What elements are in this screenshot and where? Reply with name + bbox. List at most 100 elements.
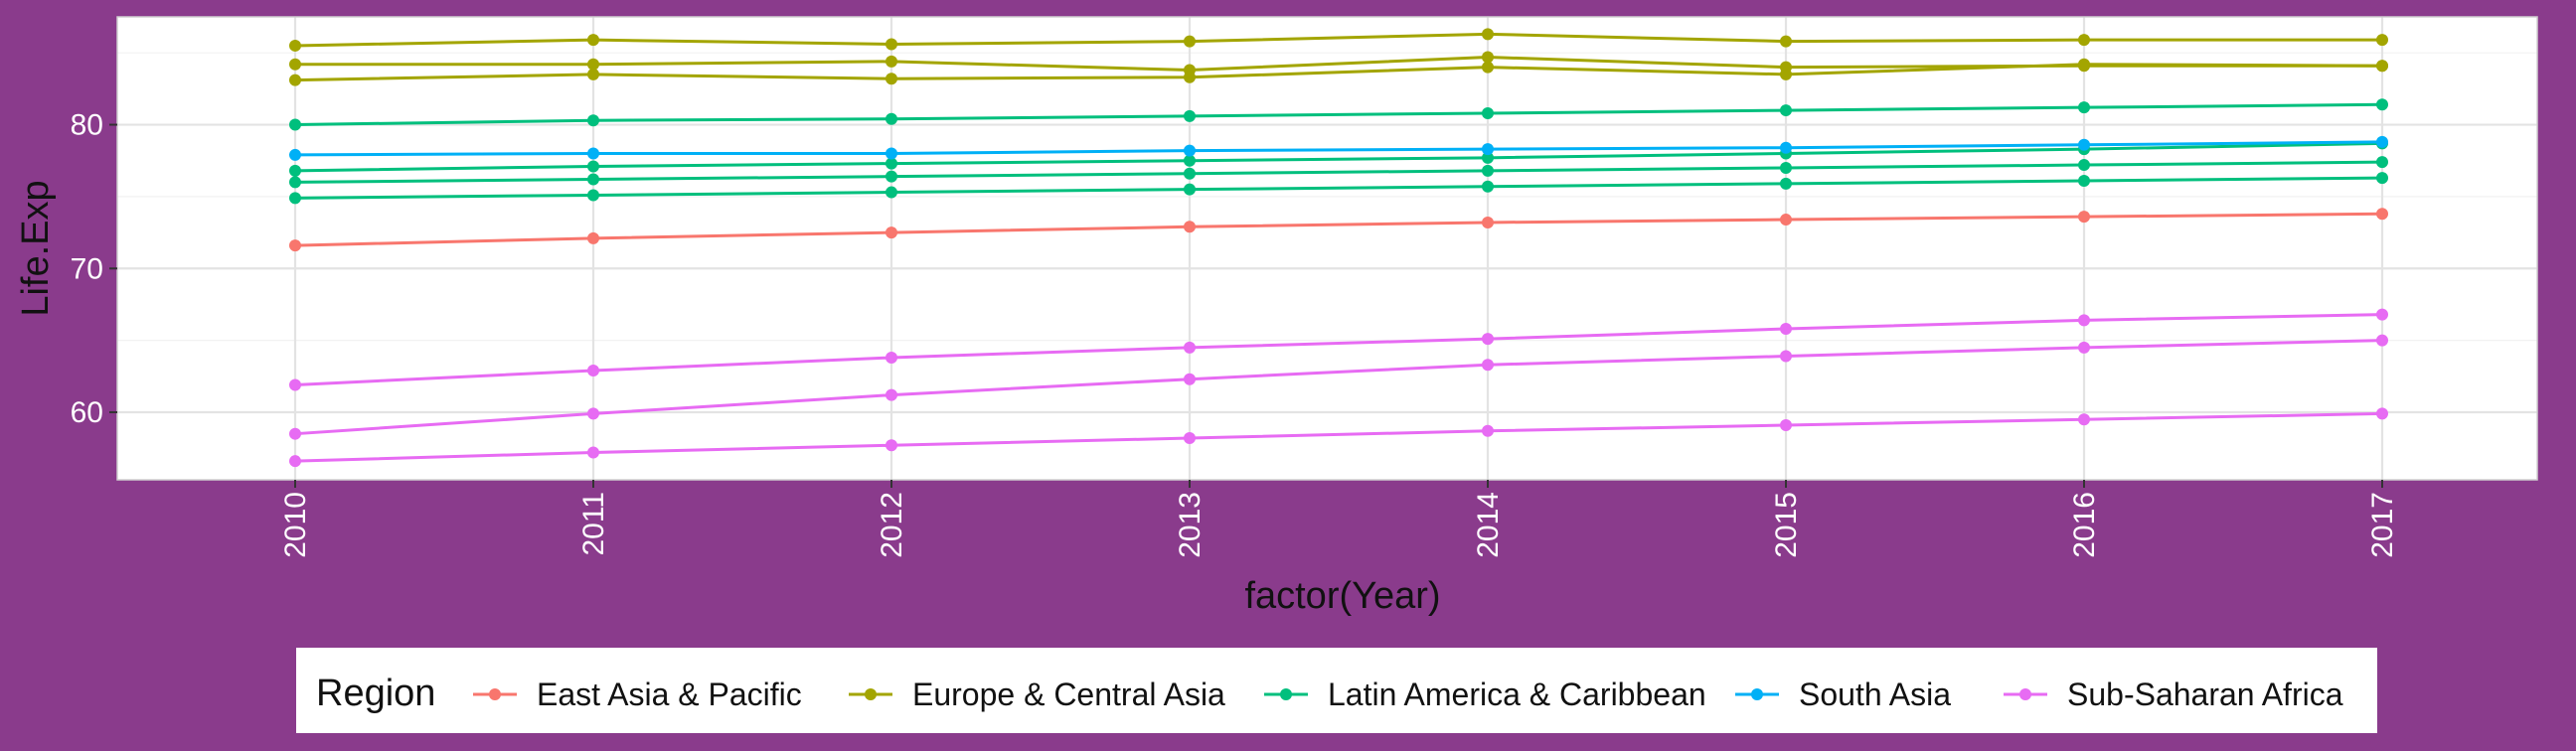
legend-key-point (2019, 688, 2031, 700)
x-tick-label: 2013 (1174, 492, 1207, 558)
y-tick-label: 70 (71, 252, 103, 285)
y-axis: 60 70 80 (71, 109, 117, 429)
series-line (294, 212, 2383, 247)
x-tick-label: 2016 (2068, 492, 2101, 558)
panel-border (116, 16, 2538, 481)
data-point (886, 38, 897, 51)
legend-item-South Asia: South Asia (1735, 676, 1951, 712)
data-point (289, 239, 301, 252)
data-point (886, 73, 897, 85)
data-point (1482, 164, 1494, 177)
data-point (2078, 174, 2090, 187)
data-point (2078, 101, 2090, 114)
data-point (587, 173, 599, 186)
data-point (1780, 141, 1792, 154)
data-point (1780, 214, 1792, 226)
legend-label: Sub-Saharan Africa (2067, 676, 2343, 712)
series-Latin America & Caribbean (289, 98, 2388, 205)
data-point (587, 68, 599, 80)
legend-key-point (489, 688, 501, 700)
data-point (1184, 221, 1196, 233)
data-point (1482, 51, 1494, 64)
data-point (587, 446, 599, 459)
data-point (2376, 60, 2388, 73)
series-line (294, 141, 2383, 173)
series-Europe & Central Asia (289, 28, 2388, 86)
data-point (1184, 167, 1196, 180)
data-point (2078, 314, 2090, 327)
data-point (1482, 333, 1494, 346)
data-point (1780, 104, 1792, 117)
data-point (2376, 34, 2388, 47)
legend-title: Region (316, 673, 435, 714)
data-point (289, 74, 301, 86)
data-point (587, 407, 599, 420)
data-point (1780, 161, 1792, 174)
data-point (1482, 359, 1494, 372)
data-point (289, 39, 301, 52)
x-axis-title: factor(Year) (1244, 575, 1440, 617)
data-point (289, 118, 301, 131)
legend-item-Europe & Central Asia: Europe & Central Asia (849, 676, 1225, 712)
series-layer (289, 28, 2388, 468)
data-point (2078, 413, 2090, 426)
data-point (587, 160, 599, 173)
series-line (294, 313, 2383, 386)
data-point (1482, 143, 1494, 156)
legend-item-Sub-Saharan Africa: Sub-Saharan Africa (2004, 676, 2343, 712)
data-point (289, 164, 301, 177)
data-point (886, 439, 897, 452)
legend-label: Europe & Central Asia (912, 676, 1225, 712)
x-tick-label: 2010 (279, 492, 312, 558)
data-point (289, 192, 301, 205)
data-point (1482, 28, 1494, 41)
legend-item-Latin America & Caribbean: Latin America & Caribbean (1264, 676, 1706, 712)
legend-label: Latin America & Caribbean (1328, 676, 1706, 712)
data-point (2078, 341, 2090, 354)
data-point (587, 231, 599, 244)
data-point (1184, 71, 1196, 83)
data-point (886, 351, 897, 364)
data-point (2376, 156, 2388, 169)
data-point (886, 226, 897, 239)
series-South Asia (289, 135, 2388, 161)
data-point (289, 176, 301, 189)
data-point (587, 147, 599, 160)
series-line (294, 32, 2382, 48)
data-point (587, 189, 599, 202)
legend-key-point (1280, 688, 1292, 700)
data-point (1184, 432, 1196, 445)
data-point (1184, 341, 1196, 354)
data-point (1482, 61, 1494, 74)
series-line (294, 160, 2383, 184)
series-East Asia & Pacific (289, 208, 2388, 252)
series-line (294, 339, 2383, 436)
series-line (294, 140, 2383, 157)
data-point (886, 112, 897, 125)
data-point (2078, 58, 2090, 71)
data-point (1780, 35, 1792, 48)
data-point (1780, 350, 1792, 363)
data-point (1780, 177, 1792, 190)
data-point (2078, 211, 2090, 224)
data-point (2376, 135, 2388, 148)
data-point (587, 34, 599, 47)
y-tick-label: 80 (71, 109, 103, 142)
x-axis: 2010 2011 2012 2013 2014 2015 2016 2017 (279, 480, 2399, 558)
data-point (886, 55, 897, 68)
data-point (2078, 159, 2090, 172)
data-point (2376, 98, 2388, 111)
data-point (1184, 144, 1196, 157)
x-tick-label: 2017 (2366, 492, 2399, 558)
data-point (1482, 151, 1494, 164)
data-point (2078, 34, 2090, 47)
x-tick-label: 2011 (577, 492, 610, 556)
data-point (886, 186, 897, 199)
data-point (2376, 308, 2388, 321)
legend-box (296, 648, 2377, 733)
x-tick-label: 2014 (1472, 492, 1505, 558)
x-tick-label: 2012 (876, 492, 908, 558)
data-point (1482, 424, 1494, 437)
legend-label: East Asia & Pacific (537, 676, 802, 712)
grid (116, 16, 2538, 481)
